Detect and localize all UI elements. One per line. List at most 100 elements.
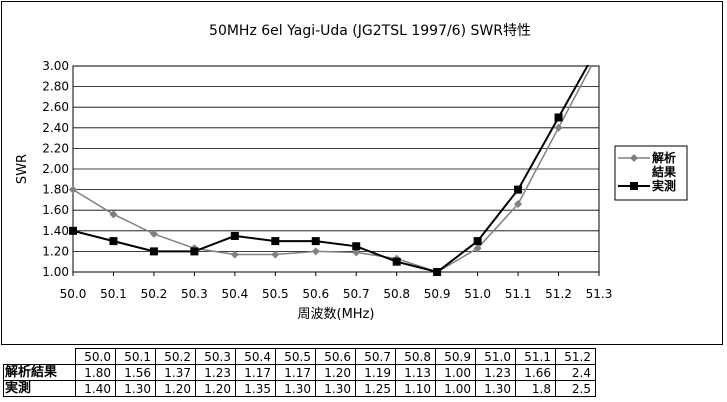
table-cell: 1.8 [515, 380, 556, 397]
table-header-cell: 50.9 [435, 348, 476, 365]
table-row: 実測 1.40 1.30 1.20 1.20 1.35 1.30 1.30 1.25 1.10 1.… [3, 380, 596, 397]
table-header-cell: 50.0 [75, 348, 116, 365]
table-header-cell: 50.3 [195, 348, 236, 365]
table-cell: 1.13 [395, 364, 436, 381]
x-tick-label: 50.0 [60, 287, 87, 301]
table-header-cell: 50.5 [275, 348, 316, 365]
y-tick-label: 2.20 [42, 141, 69, 155]
calc-point [271, 250, 280, 259]
table-cell: 1.19 [355, 364, 396, 381]
legend-meas-marker-icon [630, 182, 638, 190]
table-cell: 1.30 [475, 380, 516, 397]
meas-point [109, 237, 118, 246]
y-axis-label: SWR [15, 154, 30, 184]
legend-box [614, 145, 688, 201]
calc-point [69, 185, 77, 194]
table-cell: 2.5 [555, 380, 596, 397]
y-tick-label: 1.00 [42, 265, 69, 279]
table-header-cell: 50.7 [355, 348, 396, 365]
table-row-label: 解析結果 [3, 364, 76, 381]
x-tick-label: 51.0 [464, 287, 491, 301]
y-tick-label: 1.40 [42, 224, 69, 238]
table-cell: 1.10 [395, 380, 436, 397]
chart-title: 50MHz 6el Yagi-Uda (JG2TSL 1997/6) SWR特性 [209, 23, 531, 39]
meas-point [69, 226, 77, 235]
meas-point [473, 237, 482, 246]
x-tick-label: 50.4 [221, 287, 248, 301]
table-cell: 1.25 [355, 380, 396, 397]
table-header-cell: 50.4 [235, 348, 276, 365]
calc-point [554, 123, 563, 132]
y-tick-label: 1.60 [42, 203, 69, 217]
chart-frame [1, 1, 723, 345]
table-row-label: 実測 [3, 380, 76, 397]
calc-point [230, 250, 239, 259]
x-tick-label: 51.3 [586, 287, 613, 301]
meas-point [190, 247, 199, 256]
x-tick-label: 51.1 [505, 287, 532, 301]
x-tick-label: 50.3 [181, 287, 208, 301]
legend-calc-label-2: 結果 [652, 164, 676, 179]
y-tick-labels: 1.00 1.20 1.40 1.60 1.80 2.00 2.20 2.40 2.60 2.80… [42, 59, 69, 279]
table-cell: 1.66 [515, 364, 556, 381]
table-header-cell: 50.1 [115, 348, 156, 365]
x-tick-label: 50.1 [100, 287, 127, 301]
series-line [73, 65, 593, 273]
table-header-cell: 51.0 [475, 348, 516, 365]
y-tick-label: 3.00 [42, 59, 69, 73]
x-axis-label: 周波数(MHz) [298, 307, 375, 322]
x-tick-label: 50.6 [302, 287, 329, 301]
table-header-cell: 50.2 [155, 348, 196, 365]
table-cell: 1.30 [315, 380, 356, 397]
table-header-cell: 51.1 [515, 348, 556, 365]
x-tick-label: 50.5 [262, 287, 289, 301]
table-cell: 1.20 [315, 364, 356, 381]
table-header-cell: 50.6 [315, 348, 356, 365]
data-table: 50.0 50.1 50.2 50.3 50.4 50.5 50.6 50.7 50.8 50.9… [3, 348, 596, 397]
table-header-cell: 51.2 [555, 348, 596, 365]
calc-point [311, 247, 320, 256]
calc-point [514, 200, 523, 209]
x-tick-label: 50.8 [383, 287, 410, 301]
table-cell: 1.56 [115, 364, 156, 381]
calc-point [352, 248, 361, 257]
table-header-cell: 50.8 [395, 348, 436, 365]
table-cell: 1.40 [75, 380, 116, 397]
swr-chart: 50MHz 6el Yagi-Uda (JG2TSL 1997/6) SWR特性… [15, 23, 688, 322]
y-tick-label: 2.40 [42, 121, 69, 135]
table-cell: 2.4 [555, 364, 596, 381]
meas-point [392, 257, 401, 266]
y-tick-label: 2.00 [42, 162, 69, 176]
table-cell: 1.17 [235, 364, 276, 381]
x-tick-labels: 50.0 50.1 50.2 50.3 50.4 50.5 50.6 50.7 50.8 50.9… [60, 287, 613, 301]
meas-point [433, 268, 442, 276]
x-tick-label: 50.2 [141, 287, 168, 301]
series-layer [69, 65, 593, 276]
meas-point [311, 237, 320, 246]
table-cell: 1.00 [435, 380, 476, 397]
meas-point [230, 231, 239, 240]
meas-point [514, 185, 523, 194]
x-tick-label: 50.9 [424, 287, 451, 301]
meas-point [271, 237, 280, 246]
table-cell: 1.37 [155, 364, 196, 381]
table-cell: 1.20 [195, 380, 236, 397]
calc-point [149, 229, 158, 238]
table-cell: 1.23 [475, 364, 516, 381]
y-tick-label: 2.60 [42, 100, 69, 114]
table-cell: 1.35 [235, 380, 276, 397]
table-cell: 1.80 [75, 364, 116, 381]
meas-point [352, 242, 361, 251]
legend-calc-label-1: 解析 [652, 150, 676, 165]
meas-point [149, 247, 158, 256]
table-cell: 1.00 [435, 364, 476, 381]
legend-calc-marker-icon [630, 154, 638, 162]
y-tick-label: 1.80 [42, 183, 69, 197]
legend-meas-label: 実測 [652, 178, 676, 193]
legend: 解析 結果 実測 [614, 145, 688, 201]
table-cell: 1.30 [115, 380, 156, 397]
y-tick-label: 2.80 [42, 80, 69, 94]
y-tick-label: 1.20 [42, 244, 69, 258]
table-corner [4, 349, 76, 365]
gridlines [72, 65, 600, 276]
